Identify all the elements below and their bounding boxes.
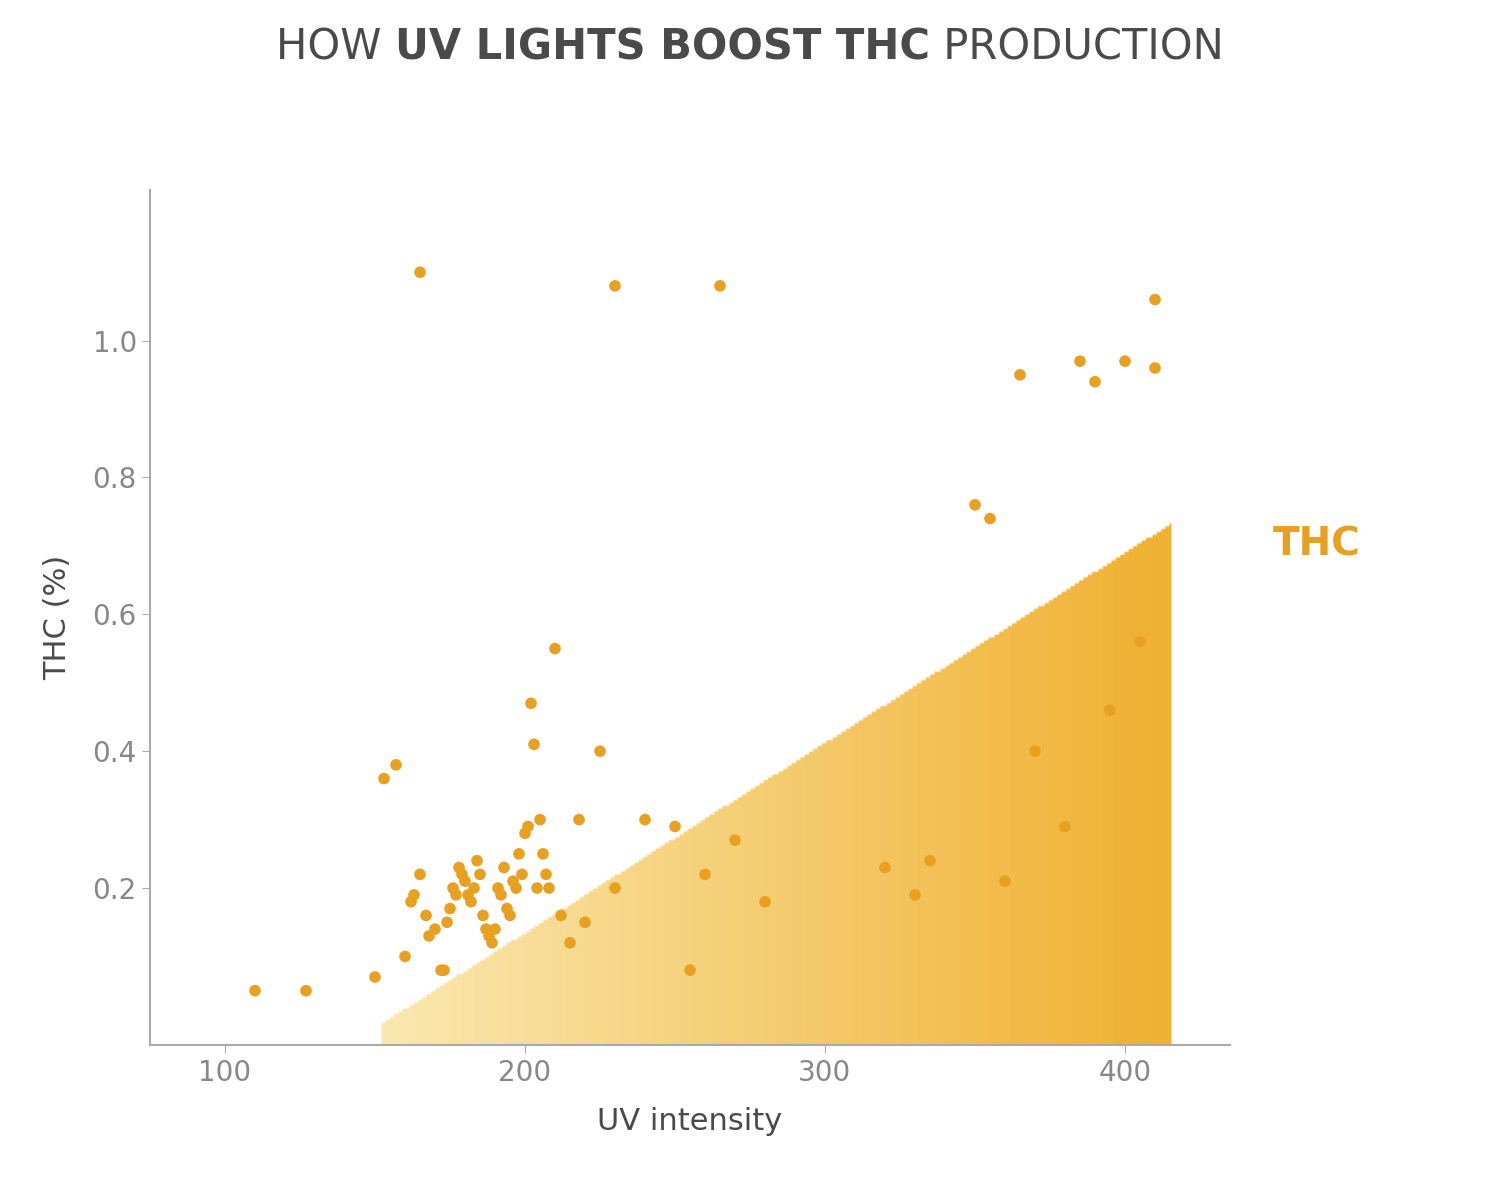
Point	[453, 872, 477, 891]
Point	[558, 934, 582, 953]
Point	[918, 851, 942, 870]
Point	[1068, 352, 1092, 371]
Y-axis label: THC (%): THC (%)	[42, 555, 72, 681]
Point	[516, 817, 540, 836]
Point	[534, 865, 558, 884]
Point	[708, 277, 732, 296]
Point	[414, 906, 438, 925]
Point	[465, 851, 489, 870]
Point	[480, 934, 504, 953]
X-axis label: UV intensity: UV intensity	[597, 1107, 783, 1137]
Point	[522, 735, 546, 754]
Point	[723, 830, 747, 849]
Point	[459, 892, 483, 911]
Point	[399, 892, 423, 911]
Point	[567, 810, 591, 829]
Point	[456, 885, 480, 904]
Point	[498, 906, 522, 925]
Text: HOW: HOW	[276, 26, 394, 69]
Point	[423, 920, 447, 939]
Point	[588, 741, 612, 760]
Point	[531, 845, 555, 864]
Point	[447, 858, 471, 877]
Point	[429, 961, 453, 980]
Point	[477, 927, 501, 946]
Point	[978, 508, 1002, 527]
Point	[603, 879, 627, 898]
Point	[486, 879, 510, 898]
Point	[462, 879, 486, 898]
Point	[525, 879, 549, 898]
Point	[1143, 290, 1167, 309]
Point	[435, 912, 459, 931]
Point	[513, 823, 537, 842]
Point	[504, 879, 528, 898]
Point	[1128, 632, 1152, 651]
Point	[528, 810, 552, 829]
Point	[678, 961, 702, 980]
Point	[483, 920, 507, 939]
Point	[963, 495, 987, 514]
Point	[444, 885, 468, 904]
Point	[441, 879, 465, 898]
Point	[549, 906, 573, 925]
Point	[501, 872, 525, 891]
Point	[1023, 741, 1047, 760]
Point	[753, 892, 777, 911]
Point	[1053, 817, 1077, 836]
Point	[393, 947, 417, 966]
Text: UV LIGHTS BOOST THC: UV LIGHTS BOOST THC	[394, 26, 930, 69]
Point	[384, 756, 408, 775]
Point	[474, 920, 498, 939]
Point	[1098, 701, 1122, 720]
Point	[633, 810, 657, 829]
Point	[537, 879, 561, 898]
Point	[495, 899, 519, 918]
Point	[468, 865, 492, 884]
Point	[489, 885, 513, 904]
Point	[603, 277, 627, 296]
Point	[372, 769, 396, 788]
Point	[510, 865, 534, 884]
Point	[492, 858, 516, 877]
Point	[471, 906, 495, 925]
Point	[408, 865, 432, 884]
Point	[1083, 372, 1107, 391]
Point	[519, 694, 543, 713]
Point	[417, 927, 441, 946]
Point	[1008, 366, 1032, 385]
Point	[507, 845, 531, 864]
Point	[450, 865, 474, 884]
Point	[243, 981, 267, 1000]
Point	[408, 263, 432, 282]
Point	[432, 961, 456, 980]
Point	[294, 981, 318, 1000]
Point	[873, 858, 897, 877]
Point	[438, 899, 462, 918]
Point	[663, 817, 687, 836]
Text: THC: THC	[1274, 525, 1360, 563]
Point	[543, 639, 567, 658]
Point	[693, 865, 717, 884]
Point	[903, 885, 927, 904]
Point	[993, 872, 1017, 891]
Point	[402, 885, 426, 904]
Point	[1113, 352, 1137, 371]
Point	[573, 912, 597, 931]
Point	[363, 967, 387, 986]
Point	[1143, 359, 1167, 378]
Text: PRODUCTION: PRODUCTION	[930, 26, 1224, 69]
